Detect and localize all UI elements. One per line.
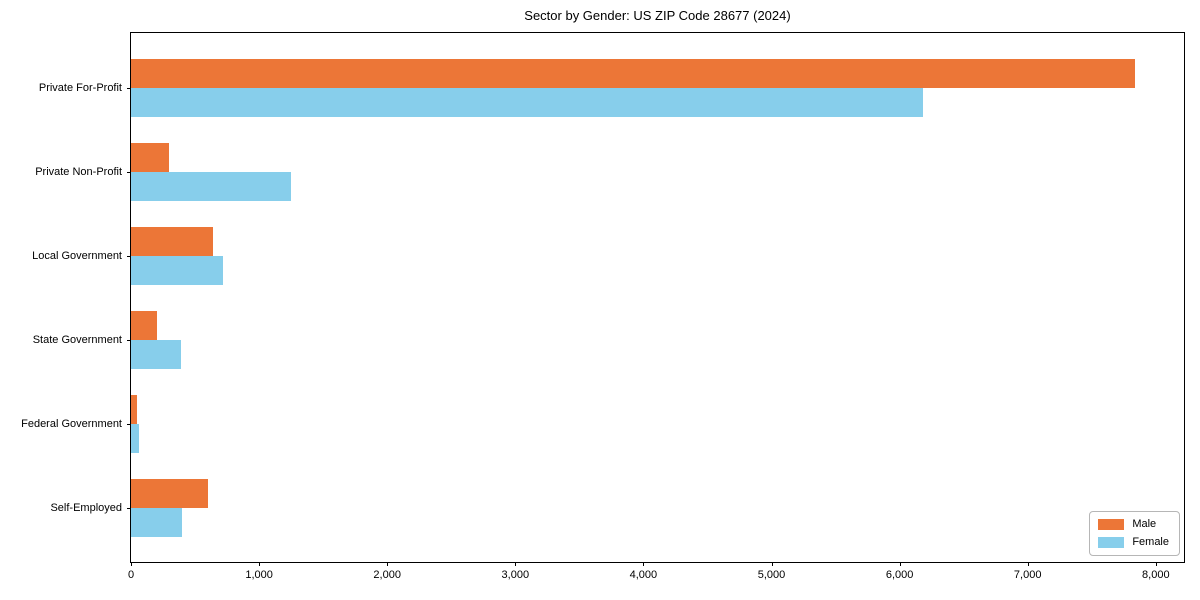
legend-swatch-male bbox=[1098, 519, 1125, 530]
x-axis-tick-label: 4,000 bbox=[629, 569, 658, 581]
bar-male-local-government bbox=[131, 227, 213, 256]
x-axis-tick bbox=[771, 562, 773, 566]
x-axis-tick bbox=[515, 562, 517, 566]
chart-title: Sector by Gender: US ZIP Code 28677 (202… bbox=[524, 8, 791, 23]
y-axis-tick bbox=[127, 424, 131, 425]
x-axis-tick-label: 7,000 bbox=[1013, 569, 1042, 581]
bar-male-state-government bbox=[131, 311, 157, 340]
plot-area: Male Female bbox=[130, 32, 1185, 563]
x-axis-tick bbox=[131, 562, 132, 566]
x-axis-tick-label: 0 bbox=[127, 569, 135, 581]
y-axis-tick bbox=[127, 256, 131, 257]
legend-item-male: Male bbox=[1098, 518, 1169, 531]
bar-female-local-government bbox=[131, 256, 224, 285]
x-axis-tick-label: 5,000 bbox=[757, 569, 786, 581]
x-axis-tick bbox=[1155, 562, 1157, 566]
y-axis-label: State Government bbox=[32, 334, 122, 346]
bar-female-private-non-profit bbox=[131, 172, 292, 201]
bar-male-self-employed bbox=[131, 479, 208, 508]
x-axis-tick-label: 8,000 bbox=[1142, 569, 1170, 581]
y-axis-label: Federal Government bbox=[21, 418, 122, 430]
bar-female-private-for-profit bbox=[131, 88, 923, 117]
x-axis-tick bbox=[259, 562, 261, 566]
legend-swatch-female bbox=[1098, 537, 1125, 548]
y-axis-label: Local Government bbox=[32, 250, 122, 262]
y-axis-tick bbox=[127, 508, 131, 509]
y-axis-label: Self-Employed bbox=[50, 502, 122, 514]
x-axis-tick bbox=[643, 562, 645, 566]
x-axis-tick-label: 3,000 bbox=[501, 569, 530, 581]
bar-female-self-employed bbox=[131, 508, 183, 537]
y-axis-tick bbox=[127, 88, 131, 89]
x-axis-tick bbox=[387, 562, 389, 566]
y-axis-tick bbox=[127, 172, 131, 173]
legend-label-female: Female bbox=[1132, 536, 1169, 548]
legend-item-female: Female bbox=[1098, 536, 1169, 549]
y-axis-tick bbox=[127, 340, 131, 341]
bar-male-private-non-profit bbox=[131, 143, 170, 172]
x-axis-tick-label: 6,000 bbox=[885, 569, 914, 581]
x-axis-tick bbox=[899, 562, 901, 566]
bar-female-state-government bbox=[131, 340, 181, 369]
x-axis-tick-label: 2,000 bbox=[373, 569, 401, 581]
x-axis-tick bbox=[1027, 562, 1029, 566]
x-axis-tick-label: 1,000 bbox=[245, 569, 273, 581]
legend-label-male: Male bbox=[1132, 518, 1157, 530]
y-axis-label: Private For-Profit bbox=[38, 82, 122, 94]
legend: Male Female bbox=[1089, 511, 1180, 556]
bar-male-federal-government bbox=[131, 395, 137, 424]
y-axis-label: Private Non-Profit bbox=[35, 166, 122, 178]
bar-male-private-for-profit bbox=[131, 59, 1136, 88]
bar-female-federal-government bbox=[131, 424, 139, 453]
